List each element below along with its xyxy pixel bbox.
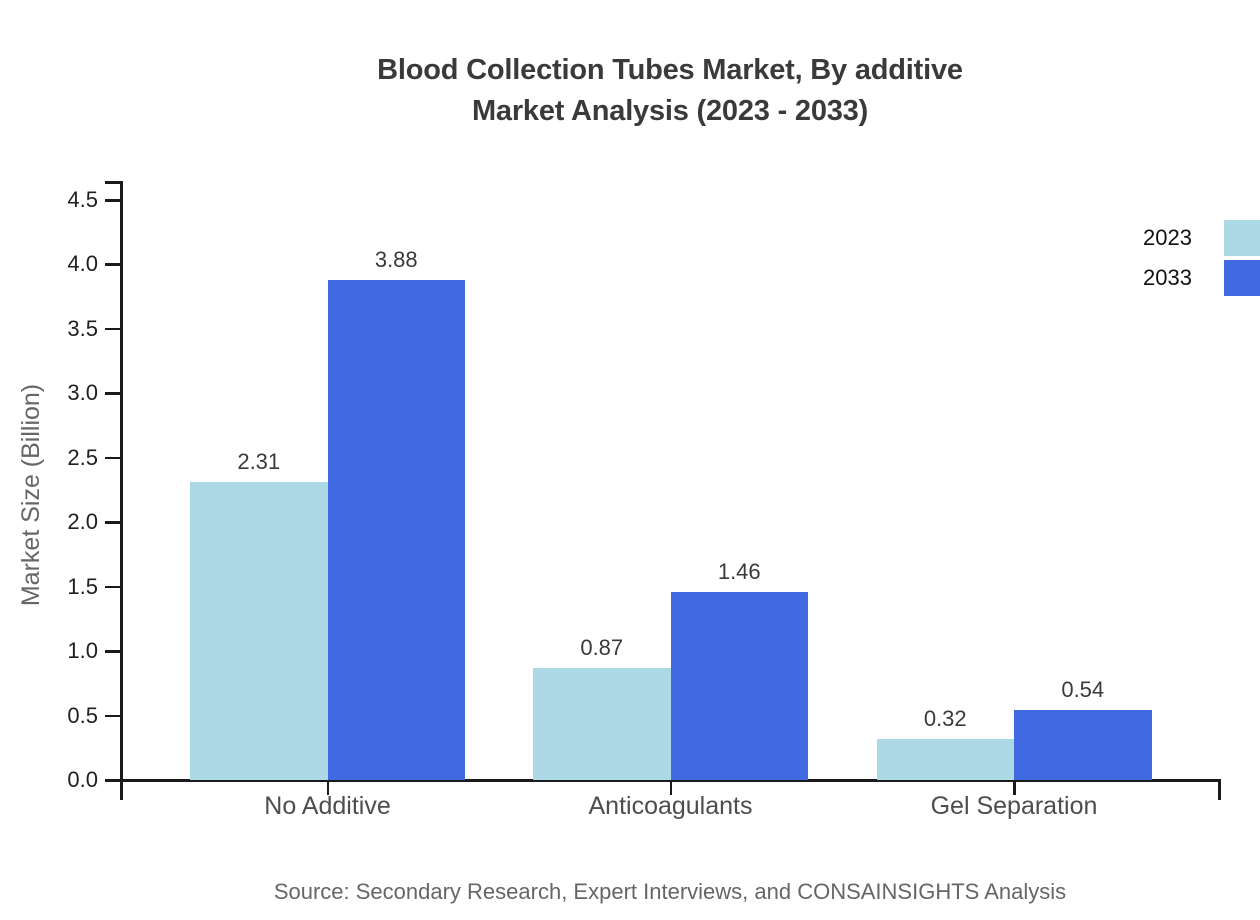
y-tick: [105, 585, 120, 589]
bar-value-label: 0.87: [580, 634, 624, 660]
y-axis-top-cap: [105, 181, 121, 184]
source-note: Source: Secondary Research, Expert Inter…: [273, 879, 1067, 904]
x-tick: [326, 780, 329, 795]
y-tick: [105, 327, 120, 331]
legend-label-2033: 2033: [1143, 265, 1192, 290]
y-tick-label: 0.0: [67, 767, 98, 792]
bar-2033-0: [327, 279, 465, 780]
y-tick: [105, 263, 120, 266]
y-tick: [105, 392, 120, 395]
bar-value-label: 3.88: [374, 246, 418, 272]
bar-value-label: 1.46: [717, 558, 761, 584]
y-tick-label: 3.0: [67, 380, 98, 406]
legend-swatch-2023: [1224, 220, 1260, 256]
category-label: Gel Separation: [930, 792, 1098, 820]
chart-title: Blood Collection Tubes Market, By additi…: [80, 50, 1260, 132]
chart-title-line2: Market Analysis (2023 - 2033): [471, 95, 869, 127]
y-axis-spine: [120, 181, 123, 800]
category-label: Anticoagulants: [588, 792, 753, 820]
y-tick-label: 4.5: [67, 187, 98, 212]
y-tick-label: 2.5: [67, 444, 98, 470]
category-label: No Additive: [264, 792, 391, 820]
y-tick: [105, 714, 120, 718]
legend-label-2023: 2023: [1143, 225, 1192, 250]
x-axis-right-cap: [1218, 779, 1221, 800]
x-tick: [1013, 780, 1016, 795]
bar-value-label: 0.54: [1061, 677, 1105, 703]
legend-swatch-2033: [1224, 260, 1260, 296]
bar-2033-1: [670, 591, 808, 780]
chart-title-line1: Blood Collection Tubes Market, By additi…: [377, 54, 963, 86]
y-tick: [105, 521, 120, 524]
bar-value-label: 0.32: [923, 705, 967, 731]
y-tick-label: 4.0: [67, 251, 98, 277]
y-tick-label: 3.5: [67, 315, 98, 341]
y-tick: [105, 650, 120, 653]
y-tick-label: 1.5: [67, 573, 98, 599]
y-tick-label: 1.0: [67, 638, 98, 664]
bar-value-label: 2.31: [237, 449, 281, 475]
x-tick: [669, 780, 672, 795]
bar-2023-0: [190, 482, 328, 780]
bar-2033-2: [1014, 710, 1152, 780]
y-tick-label: 2.0: [67, 509, 98, 535]
y-tick: [105, 779, 120, 782]
bar-2023-2: [876, 738, 1014, 780]
bar-2023-1: [533, 667, 671, 780]
y-tick: [105, 199, 120, 202]
y-tick-label: 0.5: [67, 702, 98, 728]
y-tick: [105, 456, 120, 460]
